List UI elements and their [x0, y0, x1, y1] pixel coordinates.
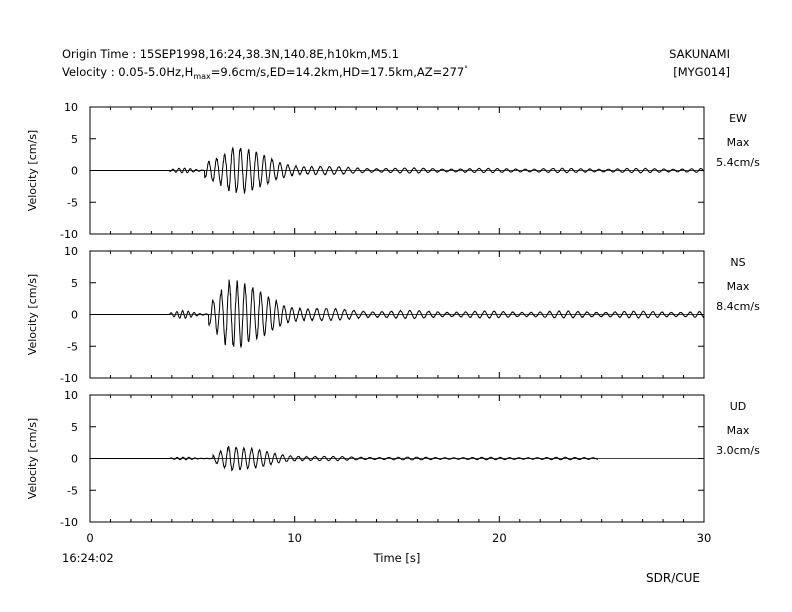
x-tick-label: 0: [86, 531, 93, 545]
x-axis-ticks: 0 10 20 30: [86, 107, 711, 545]
credit-label: SDR/CUE: [646, 571, 700, 585]
panel-ud: 10 5 0 -5 -10 Velocity [cm/s] UD Max 3.0cm/s: [26, 389, 760, 529]
y-axis-label: Velocity [cm/s]: [26, 418, 39, 499]
y-tick-label: 10: [64, 245, 78, 258]
y-tick-label: -5: [67, 196, 78, 209]
max-label: Max: [727, 136, 750, 149]
y-tick-label: -5: [67, 484, 78, 497]
station-name: SAKUNAMI: [669, 47, 730, 61]
max-value: 3.0cm/s: [716, 444, 760, 457]
max-value: 8.4cm/s: [716, 300, 760, 313]
station-code: [MYG014]: [673, 65, 730, 79]
panel-ns: 10 5 0 -5 -10 Velocity [cm/s] NS Max 8.4cm/s: [26, 245, 760, 385]
y-tick-label: 10: [64, 389, 78, 402]
y-tick-label: 0: [71, 309, 78, 322]
y-tick-label: 5: [71, 277, 78, 290]
ud-trace: [90, 445, 599, 472]
x-axis-label: Time [s]: [373, 551, 421, 565]
start-time: 16:24:02: [62, 551, 114, 565]
ns-trace: [90, 279, 705, 349]
y-axis-ticks: 10 5 0 -5 -10: [60, 101, 704, 241]
y-axis-ticks: 10 5 0 -5 -10: [60, 389, 704, 529]
y-tick-label: 0: [71, 453, 78, 466]
y-tick-label: 5: [71, 421, 78, 434]
component-label: NS: [730, 256, 745, 269]
x-tick-label: 10: [287, 531, 302, 545]
y-tick-label: 5: [71, 133, 78, 146]
max-value: 5.4cm/s: [716, 156, 760, 169]
ew-trace: [90, 146, 705, 194]
panel-ew: 10 5 0 -5 -10 Velocity [cm/s] EW Max 5.4cm/s: [26, 101, 760, 241]
y-tick-label: -10: [60, 516, 78, 529]
y-axis-ticks: 10 5 0 -5 -10: [60, 245, 704, 385]
component-label: UD: [730, 400, 747, 413]
origin-time-line: Origin Time : 15SEP1998,16:24,38.3N,140.…: [62, 47, 399, 61]
component-label: EW: [729, 112, 747, 125]
y-tick-label: -10: [60, 372, 78, 385]
y-axis-label: Velocity [cm/s]: [26, 130, 39, 211]
x-tick-label: 30: [697, 531, 712, 545]
x-tick-label: 20: [492, 531, 507, 545]
y-axis-label: Velocity [cm/s]: [26, 274, 39, 355]
max-label: Max: [727, 424, 750, 437]
y-tick-label: 10: [64, 101, 78, 114]
y-tick-label: -10: [60, 228, 78, 241]
velocity-info-line: Velocity : 0.05-5.0Hz,Hmax=9.6cm/s,ED=14…: [62, 65, 468, 81]
y-tick-label: -5: [67, 340, 78, 353]
max-label: Max: [727, 280, 750, 293]
y-tick-label: 0: [71, 165, 78, 178]
